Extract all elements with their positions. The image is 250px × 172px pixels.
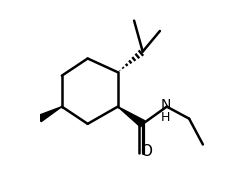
Polygon shape [38,107,62,122]
Text: O: O [139,144,151,159]
Polygon shape [117,107,144,127]
Text: H: H [160,111,170,124]
Text: N: N [160,98,170,112]
